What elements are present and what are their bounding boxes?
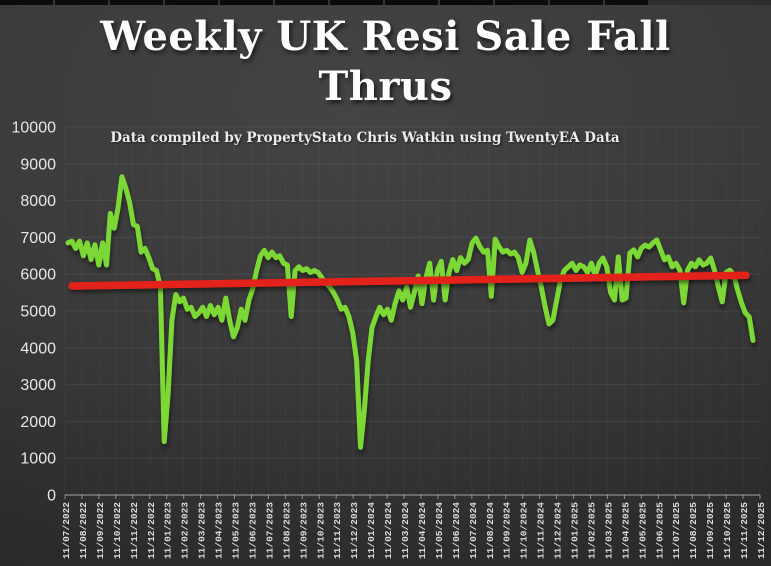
x-axis — [64, 494, 761, 499]
x-axis-label: 11/06/2023 — [247, 502, 258, 559]
x-axis-label: 11/12/2023 — [349, 502, 360, 559]
x-axis-label: 11/06/2024 — [451, 502, 462, 559]
x-axis-label: 11/08/2025 — [688, 502, 699, 559]
x-axis-label: 11/04/2025 — [620, 502, 631, 559]
y-axis-label: 1000 — [20, 451, 56, 468]
x-axis-label: 11/12/2024 — [553, 502, 564, 559]
x-axis-label: 11/07/2025 — [671, 502, 682, 559]
x-axis-label: 11/01/2023 — [163, 502, 174, 559]
y-axis-label: 10000 — [12, 120, 57, 137]
x-axis-label: 11/12/2022 — [146, 502, 157, 559]
x-axis-label: 11/09/2022 — [95, 502, 106, 559]
y-axis-label: 3000 — [20, 377, 56, 394]
data-series-line — [65, 174, 756, 450]
x-axis-label: 11/11/2025 — [739, 502, 750, 559]
x-axis-label: 11/05/2025 — [637, 502, 648, 559]
x-axis-label: 11/03/2023 — [197, 502, 208, 559]
x-axis-label: 11/05/2023 — [231, 502, 242, 559]
page-title: Weekly UK Resi Sale Fall Thrus — [0, 12, 771, 112]
x-axis-label: 11/04/2024 — [417, 502, 428, 559]
page-title-line2: Thrus — [318, 63, 453, 110]
x-axis-labels: 11/07/2022 11/08/2022 11/09/2022 11/10/2022… — [61, 502, 767, 559]
progress-bar-played-segment — [0, 0, 648, 5]
horizontal-gridlines — [65, 126, 760, 459]
data-series — [65, 174, 756, 450]
x-axis-label: 11/04/2023 — [214, 502, 225, 559]
x-axis-label: 11/02/2024 — [383, 502, 394, 559]
y-axis-label: 2000 — [20, 414, 56, 431]
y-axis-label: 6000 — [20, 267, 56, 284]
x-axis-label: 11/01/2024 — [366, 502, 377, 559]
x-axis-label: 11/09/2024 — [502, 502, 513, 559]
x-axis-label: 11/07/2024 — [468, 502, 479, 559]
x-axis-label: 11/11/2023 — [332, 502, 343, 559]
x-axis-label: 11/08/2024 — [485, 502, 496, 559]
x-axis-label: 11/09/2023 — [298, 502, 309, 559]
chart-subtitle: Data compiled by PropertyStato Chris Wat… — [110, 130, 620, 146]
y-axis-label: 9000 — [20, 156, 56, 173]
x-axis-label: 11/05/2024 — [434, 502, 445, 559]
x-axis-label: 11/08/2023 — [281, 502, 292, 559]
y-axis-label: 0 — [47, 488, 56, 505]
x-axis-label: 11/07/2023 — [264, 502, 275, 559]
x-axis-label: 11/09/2025 — [705, 502, 716, 559]
x-axis-label: 11/11/2024 — [536, 502, 547, 559]
y-axis-label: 8000 — [20, 193, 56, 210]
x-axis-label: 11/11/2022 — [129, 502, 140, 559]
x-axis-label: 11/10/2025 — [722, 502, 733, 559]
x-axis-label: 11/08/2022 — [78, 502, 89, 559]
page-title-line1: Weekly UK Resi Sale Fall — [100, 13, 671, 60]
y-axis-label: 5000 — [20, 304, 56, 321]
x-axis-label: 11/07/2022 — [61, 502, 72, 559]
x-axis-label: 11/02/2023 — [180, 502, 191, 559]
x-axis-label: 11/02/2025 — [586, 502, 597, 559]
top-progress-bar — [0, 0, 771, 5]
x-axis-label: 11/03/2024 — [400, 502, 411, 559]
x-axis-label: 11/10/2024 — [519, 502, 530, 559]
x-axis-label: 11/06/2025 — [654, 502, 665, 559]
y-axis-label: 7000 — [20, 230, 56, 247]
y-axis-labels: 0 1000 2000 3000 4000 5000 6000 7000 8000 9000 100… — [12, 120, 57, 505]
x-axis-label: 11/03/2025 — [603, 502, 614, 559]
x-axis-label: 11/10/2022 — [112, 502, 123, 559]
x-axis-label: 11/12/2025 — [756, 502, 767, 559]
x-axis-label: 11/10/2023 — [315, 502, 326, 559]
x-axis-label: 11/01/2025 — [570, 502, 581, 559]
trend-line — [68, 271, 750, 290]
y-axis-label: 4000 — [20, 340, 56, 357]
